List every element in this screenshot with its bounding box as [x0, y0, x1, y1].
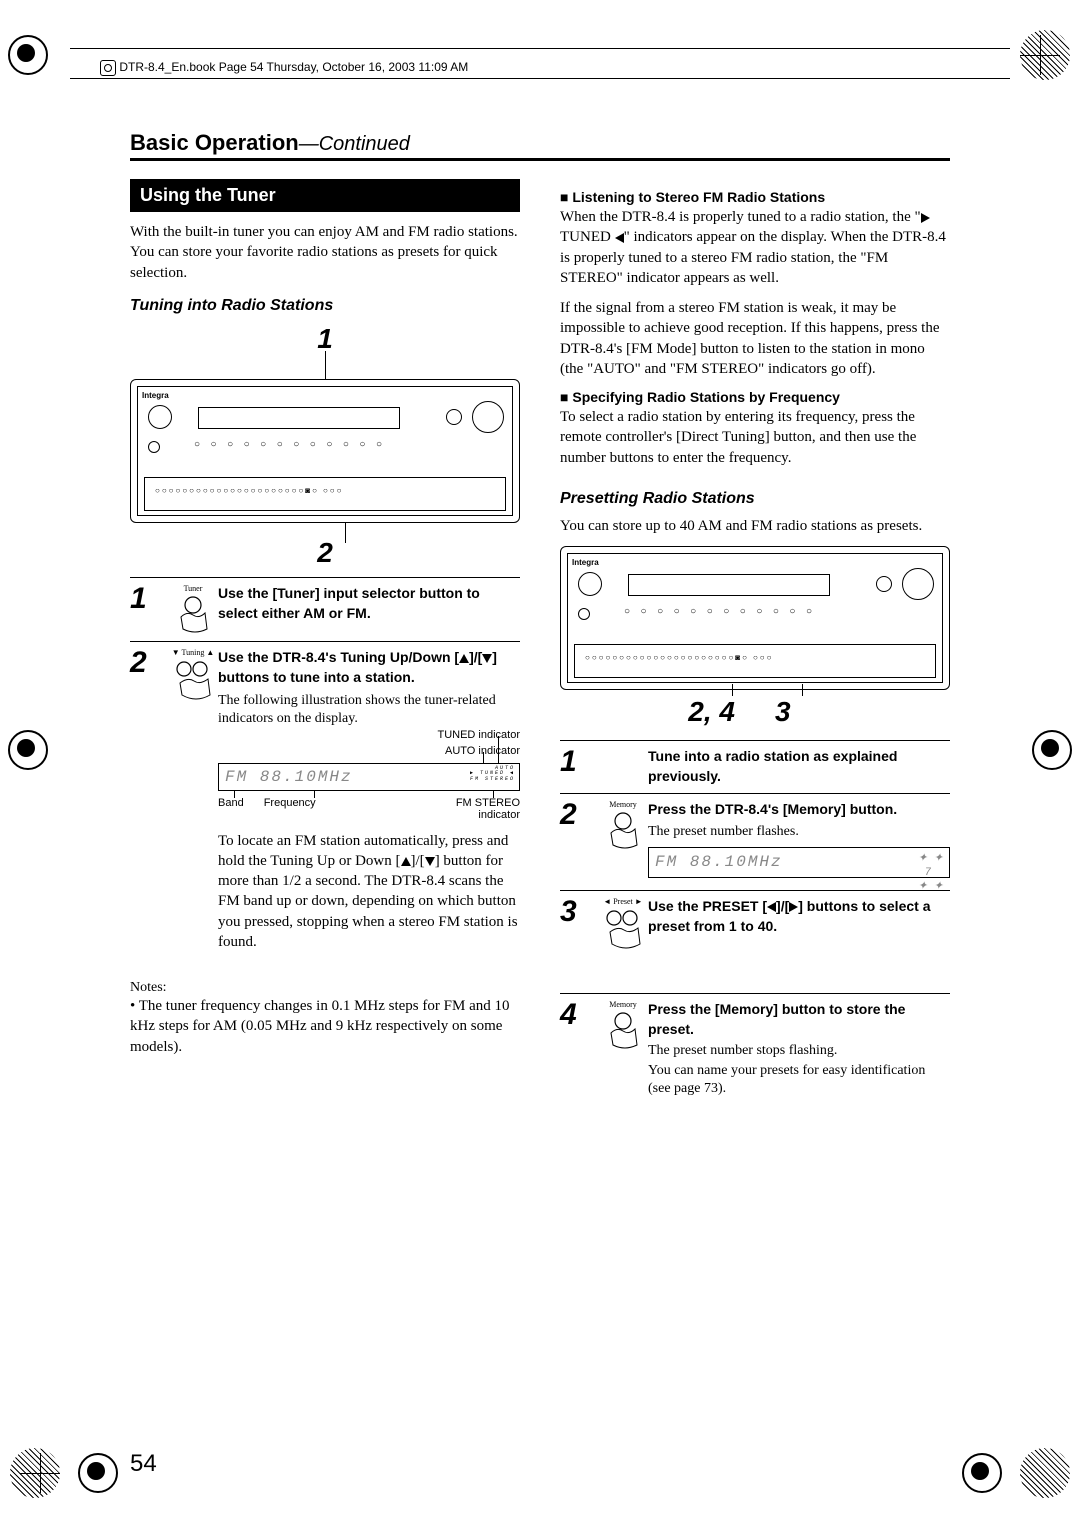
crop-circle-ml	[8, 730, 48, 770]
section-continued: —Continued	[299, 133, 410, 155]
device-illustration: Integra ○ ○ ○ ○ ○ ○ ○ ○ ○ ○ ○ ○ ○○○○○○○○…	[130, 379, 520, 523]
step2-text1: The following illustration shows the tun…	[218, 692, 520, 728]
device-brand: Integra	[142, 391, 169, 400]
r-step2-text: The preset number flashes.	[648, 823, 950, 841]
display-labels: Band Frequency FM STEREO indicator	[218, 797, 520, 821]
left-column: Using the Tuner With the built-in tuner …	[130, 179, 520, 1104]
callout-24: 2, 4	[560, 696, 735, 728]
r-step1-num: 1	[560, 747, 598, 777]
r-step2: 2 Memory Press the DTR-8.4's [Memory] bu…	[560, 794, 950, 890]
tuning-button-icon: ▼ Tuning ▲	[168, 648, 218, 703]
r-step4-title: Press the [Memory] button to store the p…	[648, 1001, 905, 1037]
step2-num: 2	[130, 648, 168, 678]
r-step4-text2: You can name your presets for easy ident…	[648, 1062, 950, 1098]
step1-num: 1	[130, 584, 168, 614]
listening-heading: ■ Listening to Stereo FM Radio Stations	[560, 189, 950, 205]
memory-button-icon: Memory	[598, 800, 648, 851]
header-text: DTR-8.4_En.book Page 54 Thursday, Octobe…	[119, 60, 468, 74]
preset-button-icon: ◄ Preset ►	[598, 897, 648, 952]
crop-circle-br	[962, 1453, 1002, 1493]
device-brand-2: Integra	[572, 558, 599, 567]
crop-cross-tr	[1020, 35, 1060, 75]
tuned-indicator-label: TUNED indicator	[218, 729, 520, 741]
tuner-button-icon: Tuner	[168, 584, 218, 635]
auto-indicator-label: AUTO indicator	[218, 745, 520, 757]
page-header-line: DTR-8.4_En.book Page 54 Thursday, Octobe…	[100, 60, 468, 76]
crop-circle-bl	[78, 1453, 118, 1493]
callout-3: 3	[775, 696, 950, 728]
tuning-subheading: Tuning into Radio Stations	[130, 297, 520, 315]
page-number: 54	[130, 1450, 157, 1478]
memory-button-icon-2: Memory	[598, 1000, 648, 1051]
specifying-heading: ■ Specifying Radio Stations by Frequency	[560, 389, 950, 405]
right-column: ■ Listening to Stereo FM Radio Stations …	[560, 179, 950, 1104]
section-title: Basic Operation—Continued	[130, 130, 950, 161]
specifying-p: To select a radio station by entering it…	[560, 407, 950, 468]
r-step4-num: 4	[560, 1000, 598, 1030]
presetting-p: You can store up to 40 AM and FM radio s…	[560, 516, 950, 536]
step1-text: Use the [Tuner] input selector button to…	[218, 585, 480, 621]
callout-2: 2	[130, 537, 520, 569]
crop-circle-tl	[8, 35, 48, 75]
step1: 1 Tuner Use the [Tuner] input selector b…	[130, 578, 520, 642]
step2-text2: To locate an FM station automatically, p…	[218, 831, 520, 953]
crop-hatch-br	[1020, 1448, 1070, 1498]
r-step3: 3 ◄ Preset ► Use the PRESET []/[] button…	[560, 891, 950, 994]
notes-heading: Notes:	[130, 980, 520, 996]
r-step4: 4 Memory Press the [Memory] button to st…	[560, 994, 950, 1105]
section-main: Basic Operation	[130, 130, 299, 155]
step2: 2 ▼ Tuning ▲ Use the DTR-8.4's Tuning Up…	[130, 642, 520, 968]
listening-p2: If the signal from a stereo FM station i…	[560, 298, 950, 379]
listening-p1: When the DTR-8.4 is properly tuned to a …	[560, 207, 950, 288]
r-step4-text1: The preset number stops flashing.	[648, 1042, 950, 1060]
tuner-display: FM 88.10MHz AUTO ▶ TUNED ◀ FM STEREO	[218, 763, 520, 791]
using-tuner-heading: Using the Tuner	[130, 179, 520, 212]
presetting-subheading: Presetting Radio Stations	[560, 490, 950, 508]
device-illustration-2: Integra ○ ○ ○ ○ ○ ○ ○ ○ ○ ○ ○ ○ ○○○○○○○○…	[560, 546, 950, 690]
r-step2-title: Press the DTR-8.4's [Memory] button.	[648, 801, 897, 817]
r-step2-num: 2	[560, 800, 598, 830]
r-step3-num: 3	[560, 897, 598, 927]
notes-text: • The tuner frequency changes in 0.1 MHz…	[130, 996, 520, 1057]
r-step1-text: Tune into a radio station as explained p…	[648, 748, 897, 784]
tuner-intro: With the built-in tuner you can enjoy AM…	[130, 222, 520, 283]
r-step1: 1 Tune into a radio station as explained…	[560, 741, 950, 794]
step2-title: Use the DTR-8.4's Tuning Up/Down []/[] b…	[218, 649, 497, 685]
r-step3-title: Use the PRESET []/[] buttons to select a…	[648, 898, 930, 934]
crop-circle-mr	[1032, 730, 1072, 770]
crop-cross-bl	[20, 1453, 60, 1493]
preset-display: FM 88.10MHz ✦ ✦ 7✦ ✦	[648, 847, 950, 878]
